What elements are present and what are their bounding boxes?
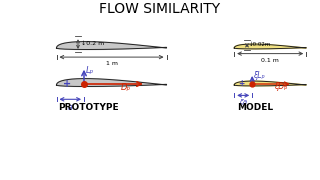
Polygon shape [234,81,306,86]
Text: Lₚ: Lₚ [86,66,94,75]
Text: FLOW SIMILARITY: FLOW SIMILARITY [100,2,220,16]
Text: ξa: ξa [239,99,247,105]
Text: PROTOTYPE: PROTOTYPE [58,103,118,112]
Text: ξLₚ: ξLₚ [253,71,265,80]
Text: ↓0.2 m: ↓0.2 m [81,41,104,46]
Text: MODEL: MODEL [237,103,273,112]
Text: +: + [238,80,244,89]
Text: +: + [63,79,72,89]
Text: ↓0.02m: ↓0.02m [249,42,271,47]
Polygon shape [57,42,166,50]
Polygon shape [234,44,306,49]
Text: Dₚ: Dₚ [121,83,131,92]
Text: a: a [68,103,73,112]
Text: ξDₚ: ξDₚ [274,82,287,91]
Polygon shape [57,79,166,87]
Text: 0.1 m: 0.1 m [261,58,279,63]
Text: 1 m: 1 m [106,61,117,66]
